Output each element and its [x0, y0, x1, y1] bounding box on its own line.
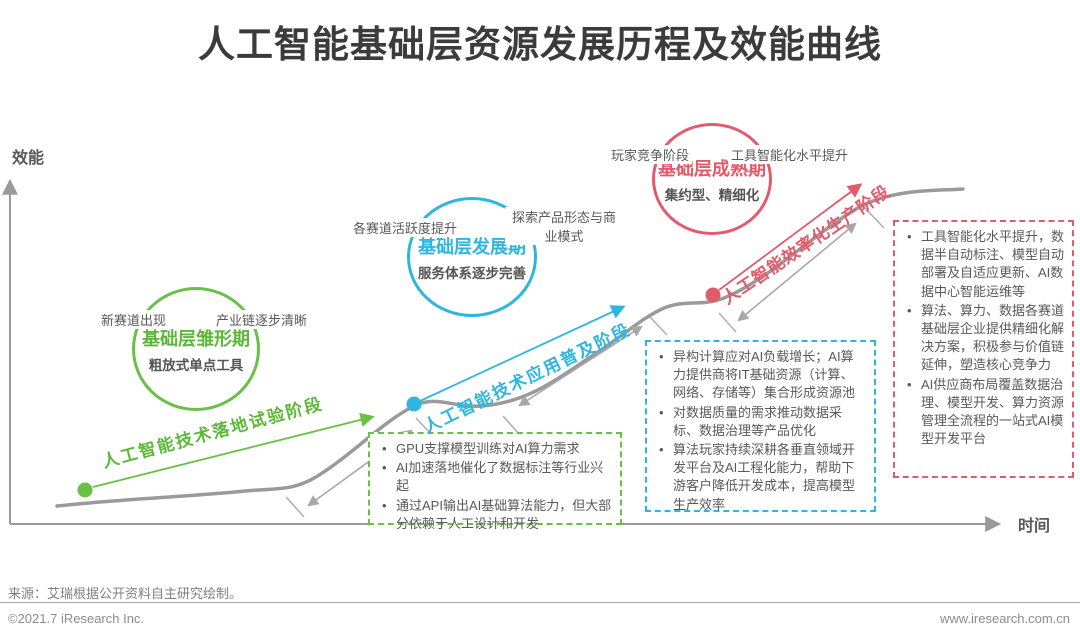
stage3-label-right: 工具智能化水平提升	[728, 145, 852, 164]
note-item: AI加速落地催化了数据标注等行业兴起	[376, 459, 612, 495]
footer-website: www.iresearch.com.cn	[939, 611, 1070, 626]
note-item: 算法玩家持续深耕各垂直领域开发平台及AI工程化能力，帮助下游客户降低开发成本，提…	[653, 441, 866, 514]
footer-divider	[0, 602, 1080, 603]
stage1-subtitle: 粗放式单点工具	[148, 357, 244, 373]
stage2-label-right: 探索产品形态与商业模式	[505, 207, 623, 245]
stage1-notes-box: GPU支撑模型训练对AI算力需求 AI加速落地催化了数据标注等行业兴起 通过AP…	[368, 432, 622, 531]
page-title: 人工智能基础层资源发展历程及效能曲线	[198, 24, 882, 65]
note-item: GPU支撑模型训练对AI算力需求	[376, 440, 612, 458]
efficiency-axis-label: 效能	[12, 150, 45, 167]
stage1-marker-dot	[77, 482, 93, 498]
stage2-label-left: 各赛道活跃度提升	[350, 218, 461, 237]
note-item: AI供应商布局覆盖数据治理、模型开发、算力资源管理全流程的一站式AI模型开发平台	[901, 376, 1064, 449]
note-item: 工具智能化水平提升，数据半自动标注、模型自动部署及自适应更新、AI数据中心智能运…	[901, 228, 1064, 301]
stage3-subtitle: 集约型、精细化	[664, 187, 760, 203]
phase-arrow-stage3	[718, 183, 863, 291]
note-item: 算法、算力、数据各赛道基础层企业提供精细化解决方案，积极参与价值链延伸，塑造核心…	[901, 302, 1064, 375]
stage2-subtitle: 服务体系逐步完善	[418, 265, 526, 281]
stage2-marker-dot	[406, 396, 422, 412]
stage2-notes-box: 异构计算应对AI负载增长；AI算力提供商将IT基础资源（计算、网络、存储等）集合…	[645, 340, 876, 512]
note-item: 通过API输出AI基础算法能力，但大部分依赖于人工设计和开发	[376, 497, 612, 533]
stage3-notes-box: 工具智能化水平提升，数据半自动标注、模型自动部署及自适应更新、AI数据中心智能运…	[893, 220, 1074, 478]
stage1-name: 基础层雏形期	[142, 328, 250, 349]
time-axis-label: 时间	[1018, 518, 1051, 535]
note-item: 对数据质量的需求推动数据采标、数据治理等产品优化	[653, 404, 866, 440]
stage3-marker-dot	[705, 287, 721, 303]
stage1-label-right: 产业链逐步清晰	[213, 310, 311, 329]
footer-source: 来源：艾瑞根据公开资料自主研究绘制。	[8, 586, 243, 601]
note-item: 异构计算应对AI负载增长；AI算力提供商将IT基础资源（计算、网络、存储等）集合…	[653, 348, 866, 403]
stage1-label-left: 新赛道出现	[98, 310, 170, 329]
range-arrow-stage2	[518, 325, 643, 407]
tick-marks	[285, 206, 885, 518]
stage3-circle: 基础层成熟期 集约型、精细化	[652, 123, 772, 235]
stage2-circle: 基础层发展期 服务体系逐步完善	[407, 197, 537, 317]
stage2-name: 基础层发展期	[418, 236, 526, 257]
footer-copyright: ©2021.7 iResearch Inc.	[8, 611, 145, 626]
stage1-circle: 基础层雏形期 粗放式单点工具	[132, 287, 260, 411]
range-arrow-stage3	[737, 222, 857, 322]
stage3-label-left: 玩家竞争阶段	[608, 145, 693, 164]
phase-arrow-stage1	[92, 412, 375, 488]
phase-arrow-stage2	[419, 305, 626, 402]
